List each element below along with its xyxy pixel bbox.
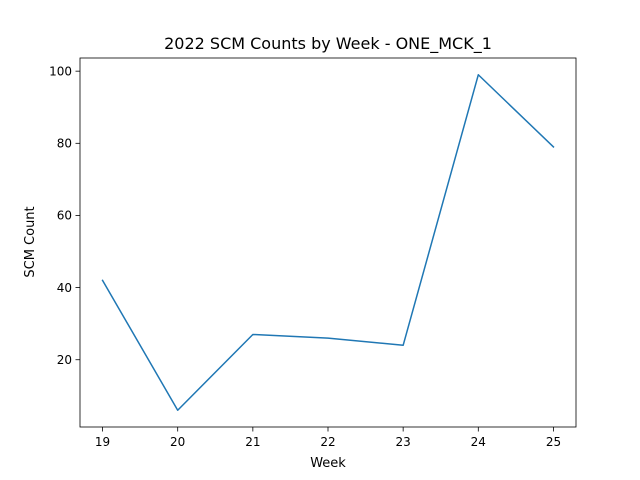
y-tick-label-100: 100 (49, 64, 72, 78)
chart-title: 2022 SCM Counts by Week - ONE_MCK_1 (164, 34, 492, 54)
y-tick-label-40: 40 (57, 281, 72, 295)
x-tick-label-22: 22 (320, 435, 335, 449)
x-tick-label-25: 25 (546, 435, 561, 449)
x-tick-label-24: 24 (471, 435, 486, 449)
y-tick-label-60: 60 (57, 209, 72, 223)
y-tick-label-20: 20 (57, 353, 72, 367)
x-tick-label-19: 19 (95, 435, 110, 449)
plot-area: 19 20 21 22 23 24 25 20 40 60 80 100 (49, 57, 577, 449)
x-tick-label-21: 21 (245, 435, 260, 449)
series-line-0 (101, 74, 555, 411)
x-axis-label: Week (310, 456, 346, 471)
y-axis-label: SCM Count (23, 206, 38, 277)
x-tick-label-23: 23 (396, 435, 411, 449)
x-tick-label-20: 20 (170, 435, 185, 449)
axes-frame (79, 57, 577, 428)
y-tick-label-80: 80 (57, 137, 72, 151)
